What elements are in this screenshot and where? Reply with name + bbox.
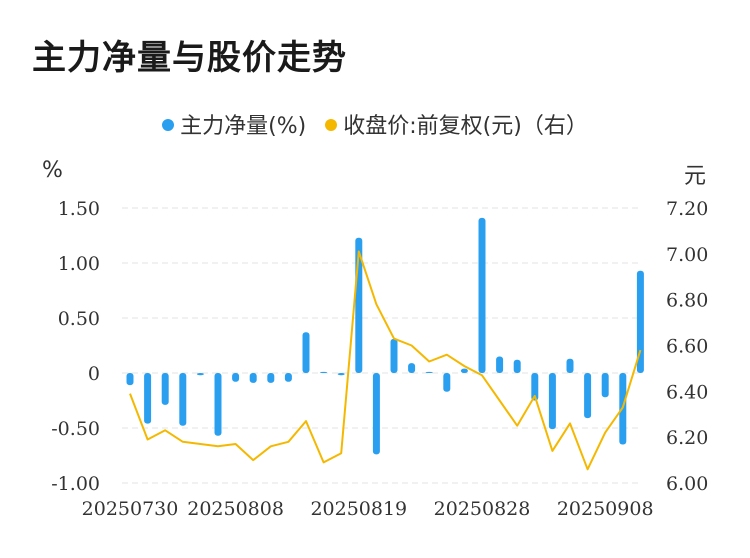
bar [425,371,433,373]
chart-title: 主力净量与股价走势 [32,38,347,78]
y-right-tick-label: 6.60 [666,336,708,358]
bar [636,270,644,373]
right-axis-unit: 元 [684,164,707,189]
bar [513,359,521,373]
bar [249,373,257,383]
bar [443,373,451,392]
y-left-tick-label: 1.50 [58,198,100,220]
x-tick-label: 20250819 [310,498,407,520]
bar [531,373,539,401]
left-axis-unit: % [42,158,63,183]
y-right-tick-label: 6.80 [666,290,708,312]
x-tick-label: 20250808 [187,498,284,520]
bar [302,332,310,373]
legend-item-net-volume[interactable]: 主力净量(%) [162,108,306,140]
bar [232,373,240,382]
legend-item-close-price[interactable]: 收盘价:前复权(元)（右） [325,108,588,140]
bar [390,338,398,373]
bar [320,371,328,373]
price-line [129,250,642,471]
y-right-tick-label: 7.20 [666,198,708,220]
bar [478,217,486,373]
bar [126,373,134,386]
x-tick-label: 20250730 [82,498,179,520]
x-tick-label: 20250828 [434,498,531,520]
bar [584,373,592,419]
bar [548,373,556,430]
legend-dot-line [325,119,338,131]
bar [408,363,416,373]
y-right-tick-label: 6.40 [666,381,708,403]
bar [372,373,380,455]
legend-label-close-price: 收盘价:前复权(元)（右） [343,114,588,139]
bar [267,373,275,383]
legend-dot-bar [162,119,175,131]
bar [496,356,504,373]
legend-label-net-volume: 主力净量(%) [180,114,307,139]
y-right-tick-label: 6.20 [666,427,708,449]
y-left-tick-label: -1.00 [51,473,100,495]
bar [214,373,222,436]
y-right-tick-label: 6.00 [666,473,708,495]
bar [460,368,468,373]
bar [144,373,152,424]
bar [179,373,187,426]
bar [196,373,204,376]
bar [337,373,345,376]
x-tick-label: 20250908 [557,498,654,520]
chart-legend: 主力净量(%) 收盘价:前复权(元)（右） [0,108,750,140]
bar [601,373,609,398]
bar [161,373,169,405]
bar [566,358,574,373]
y-left-tick-label: 1.00 [58,253,100,275]
y-left-tick-label: 0 [88,363,100,385]
y-left-tick-label: 0.50 [58,308,100,330]
y-left-tick-label: -0.50 [51,418,100,440]
bar [284,373,292,382]
y-right-tick-label: 7.00 [666,244,708,266]
